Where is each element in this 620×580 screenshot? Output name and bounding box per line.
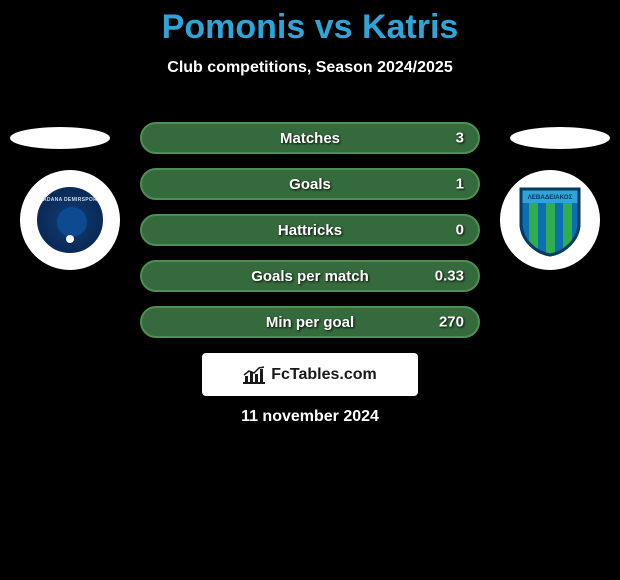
crest-icon: ΛΕΒΑΔΕΙΑΚΟΣ: [517, 183, 583, 257]
stat-value: 1: [456, 176, 464, 193]
stat-row: Goals per match 0.33: [140, 260, 480, 292]
brand-text: FcTables.com: [271, 366, 377, 384]
stat-row: Matches 3: [140, 122, 480, 154]
page-title: Pomonis vs Katris: [0, 0, 620, 47]
stat-label: Goals: [289, 176, 331, 193]
player-slot-left: [10, 127, 110, 149]
club-banner-text: ΛΕΒΑΔΕΙΑΚΟΣ: [528, 194, 573, 201]
stat-label: Goals per match: [251, 268, 369, 285]
stat-value: 0: [456, 222, 464, 239]
club-badge-left: [20, 170, 120, 270]
brand-box[interactable]: FcTables.com: [202, 353, 418, 396]
stat-label: Min per goal: [266, 314, 354, 331]
player-slot-right: [510, 127, 610, 149]
date-text: 11 november 2024: [0, 408, 620, 426]
stats-panel: Matches 3 Goals 1 Hattricks 0 Goals per …: [140, 122, 480, 352]
stat-value: 0.33: [435, 268, 464, 285]
stat-label: Matches: [280, 130, 340, 147]
stat-label: Hattricks: [278, 222, 342, 239]
chart-icon: [243, 366, 265, 384]
page-subtitle: Club competitions, Season 2024/2025: [0, 59, 620, 77]
stat-row: Hattricks 0: [140, 214, 480, 246]
stat-value: 3: [456, 130, 464, 147]
stat-row: Min per goal 270: [140, 306, 480, 338]
club-badge-right: ΛΕΒΑΔΕΙΑΚΟΣ: [500, 170, 600, 270]
stat-row: Goals 1: [140, 168, 480, 200]
stat-value: 270: [439, 314, 464, 331]
crest-icon: [37, 187, 103, 253]
